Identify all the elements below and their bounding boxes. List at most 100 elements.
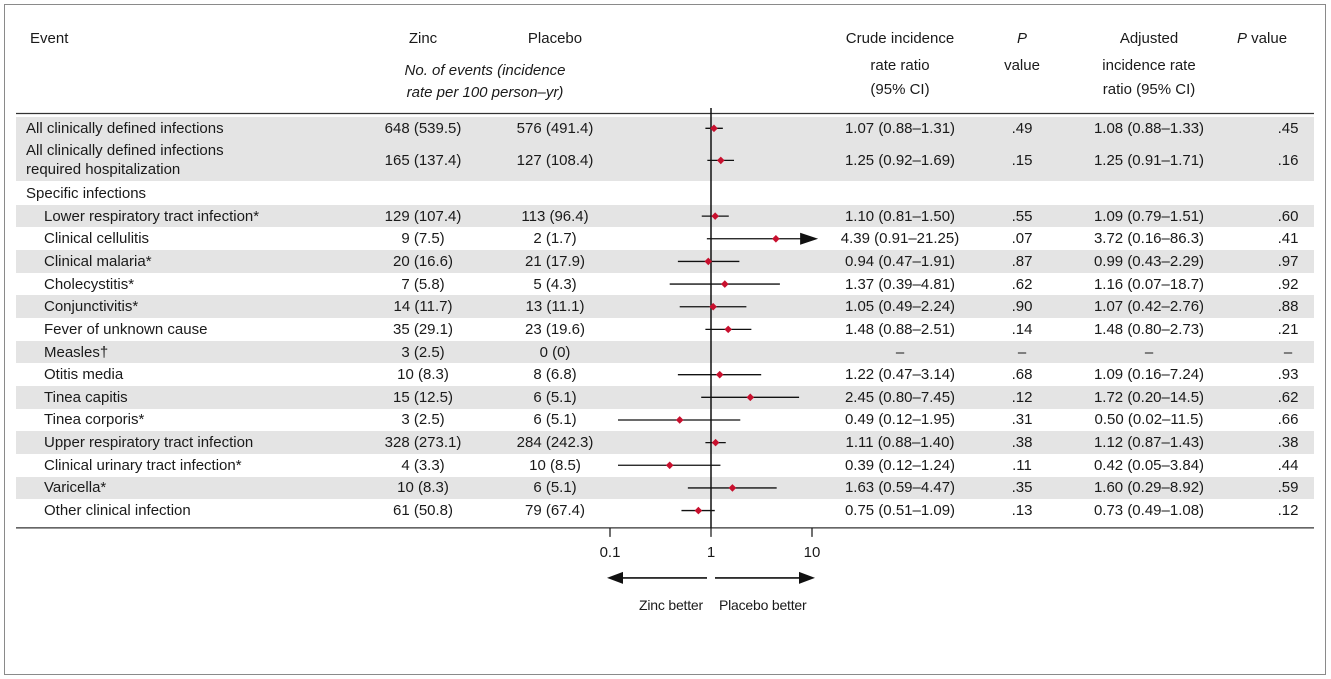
placebo-better-label: Placebo better <box>719 597 807 613</box>
crude-irr: 0.49 (0.12–1.95) <box>844 411 956 429</box>
header-placebo: Placebo <box>527 30 583 47</box>
adjusted-irr: 1.08 (0.88–1.33) <box>1093 119 1205 137</box>
p-value-adjusted: .59 <box>1277 479 1299 497</box>
point-estimate <box>704 257 713 266</box>
p-value-crude: .49 <box>1011 119 1033 137</box>
x-tick-label: 0.1 <box>600 544 621 561</box>
zinc-count: 7 (5.8) <box>401 275 445 293</box>
zinc-count: 4 (3.3) <box>401 456 445 474</box>
header-adjusted-3: ratio (95% CI) <box>1102 81 1196 98</box>
p-value-adjusted: .44 <box>1277 456 1299 474</box>
header-counts-subtitle-1: No. of events (incidence <box>404 62 566 79</box>
table-row: Lower respiratory tract infection* 129 (1… <box>16 204 1314 228</box>
adjusted-irr: 0.42 (0.05–3.84) <box>1093 456 1205 474</box>
crude-irr: 1.37 (0.39–4.81) <box>844 275 956 293</box>
placebo-count: 113 (96.4) <box>521 207 589 225</box>
crude-irr: 0.39 (0.12–1.24) <box>844 456 956 474</box>
table-row: All clinically defined infections require… <box>16 139 1314 182</box>
crude-irr: 1.48 (0.88–2.51) <box>844 320 956 338</box>
zinc-better-arrowhead <box>607 571 623 584</box>
zinc-count: 648 (539.5) <box>384 119 462 137</box>
p-value-adjusted: .93 <box>1277 366 1299 384</box>
point-estimate <box>772 234 780 243</box>
table-row: All clinically defined infections 648 (53… <box>16 117 1314 140</box>
p-value-crude: .14 <box>1011 320 1033 338</box>
p-value-adjusted: .12 <box>1277 502 1299 520</box>
p-value-adjusted: .41 <box>1277 230 1299 248</box>
header-p-crude-2: value <box>1004 57 1040 74</box>
point-estimate <box>711 212 719 220</box>
placebo-count: 0 (0) <box>539 343 571 361</box>
header-p-adjusted-italic: P <box>1237 30 1248 47</box>
zinc-count: 61 (50.8) <box>392 502 454 520</box>
adjusted-irr: 1.12 (0.87–1.43) <box>1093 434 1205 452</box>
zinc-better-label: Zinc better <box>639 597 703 613</box>
adjusted-irr: 1.07 (0.42–2.76) <box>1093 298 1205 316</box>
table-row: Specific infections <box>16 182 1314 205</box>
p-value-crude: .11 <box>1012 456 1032 474</box>
zinc-count: 3 (2.5) <box>401 343 445 361</box>
placebo-count: 13 (11.1) <box>525 298 585 316</box>
point-estimate <box>710 124 718 133</box>
crude-irr: 1.22 (0.47–3.14) <box>844 366 956 384</box>
header-adjusted-2: incidence rate <box>1102 57 1196 74</box>
x-tick-label: 1 <box>707 544 715 561</box>
event-label: Clinical urinary tract infection* <box>44 456 242 474</box>
event-label: Specific infections <box>26 184 147 202</box>
p-value-crude: .15 <box>1011 151 1033 169</box>
placebo-count: 127 (108.4) <box>516 151 594 169</box>
crude-irr: – <box>895 343 905 361</box>
adjusted-irr: 0.99 (0.43–2.29) <box>1093 252 1205 270</box>
p-value-crude: – <box>1017 343 1027 361</box>
point-estimate <box>715 370 724 379</box>
header-p-adjusted-value: value <box>1247 30 1288 47</box>
point-estimate <box>721 280 729 288</box>
table-row: Conjunctivitis* 14 (11.7) 13 (11.1) 1.05 (0… <box>16 295 1314 319</box>
adjusted-irr: 1.09 (0.79–1.51) <box>1093 207 1205 225</box>
p-value-adjusted: .97 <box>1277 252 1299 270</box>
p-value-crude: .55 <box>1011 207 1033 225</box>
point-estimate <box>711 438 720 447</box>
p-value-adjusted: – <box>1283 343 1293 361</box>
event-label: Tinea corporis* <box>44 411 145 429</box>
zinc-count: 14 (11.7) <box>393 298 453 316</box>
zinc-count: 165 (137.4) <box>384 151 462 169</box>
event-label: Conjunctivitis* <box>44 298 139 316</box>
header-p-adjusted: P value <box>1237 28 1287 49</box>
crude-irr: 1.63 (0.59–4.47) <box>844 479 956 497</box>
event-label: Tinea capitis <box>44 388 128 406</box>
p-value-adjusted: .92 <box>1277 275 1299 293</box>
adjusted-irr: 3.72 (0.16–86.3) <box>1093 230 1205 248</box>
placebo-count: 284 (242.3) <box>516 434 594 452</box>
event-label: Varicella* <box>44 479 107 497</box>
ci-arrowhead <box>800 232 819 245</box>
event-label: Clinical malaria* <box>44 252 152 270</box>
p-value-adjusted: .88 <box>1277 298 1299 316</box>
crude-irr: 1.05 (0.49–2.24) <box>844 298 956 316</box>
p-value-crude: .07 <box>1011 230 1033 248</box>
crude-irr: 1.10 (0.81–1.50) <box>844 207 956 225</box>
event-label: Upper respiratory tract infection <box>44 434 254 452</box>
event-label: Cholecystitis* <box>44 275 135 293</box>
table-row: Clinical cellulitis 9 (7.5) 2 (1.7) 4.39 (0… <box>16 227 1314 250</box>
header-crude-3: (95% CI) <box>870 81 930 98</box>
p-value-adjusted: .21 <box>1277 320 1299 338</box>
adjusted-irr: 1.25 (0.91–1.71) <box>1093 151 1205 169</box>
crude-irr: 1.11 (0.88–1.40) <box>845 434 955 452</box>
event-label: Clinical cellulitis <box>44 230 150 248</box>
header-crude-1: Crude incidence <box>845 30 955 47</box>
zinc-count: 3 (2.5) <box>401 411 445 429</box>
p-value-crude: .62 <box>1011 275 1033 293</box>
header-crude-2: rate ratio <box>870 57 930 74</box>
table-row: Tinea corporis* 3 (2.5) 6 (5.1) 0.49 (0.12–… <box>16 409 1314 432</box>
crude-irr: 1.25 (0.92–1.69) <box>844 151 956 169</box>
event-label-line-2: required hospitalization <box>26 161 181 179</box>
event-label: Otitis media <box>44 366 124 384</box>
event-label: Measles† <box>44 343 109 361</box>
table-row: Measles† 3 (2.5) 0 (0) – – – – <box>16 340 1314 364</box>
placebo-count: 21 (17.9) <box>524 252 586 270</box>
table-row: Otitis media 10 (8.3) 8 (6.8) 1.22 (0.47–3.… <box>16 363 1314 386</box>
event-label: All clinically defined infections <box>26 119 224 137</box>
p-value-crude: .13 <box>1011 502 1033 520</box>
